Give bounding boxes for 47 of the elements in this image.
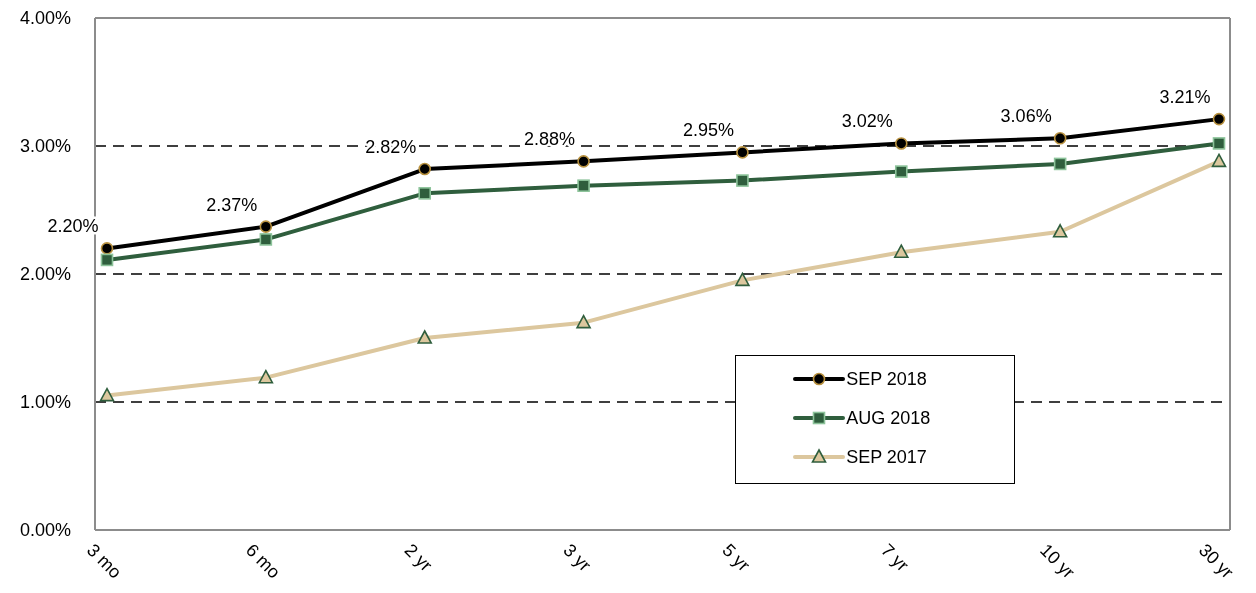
x-tick-label: 5 yr (718, 539, 754, 576)
point (1053, 157, 1067, 171)
point (894, 137, 908, 150)
x-tick-label: 6 mo (241, 539, 285, 583)
legend-label: AUG 2018 (846, 407, 931, 429)
x-tick-label: 7 yr (877, 539, 913, 576)
point (258, 369, 274, 384)
y-tick-label: 2.00% (19, 264, 71, 284)
point (259, 233, 273, 246)
point (1212, 112, 1226, 126)
legend-label: SEP 2017 (846, 446, 927, 468)
data-label: 2.88% (524, 129, 576, 150)
point (1053, 132, 1067, 145)
data-label: 2.95% (682, 120, 734, 141)
point (418, 187, 432, 200)
point (259, 220, 273, 233)
point (577, 179, 590, 192)
point (100, 242, 114, 255)
x-tick-label: 30 yr (1195, 539, 1238, 583)
point (736, 146, 749, 159)
point (893, 244, 909, 259)
point (576, 314, 591, 329)
x-tick-label: 3 mo (83, 539, 126, 583)
point (894, 165, 908, 178)
point (1211, 153, 1227, 168)
point (736, 174, 749, 187)
data-label: 3.02% (841, 111, 893, 132)
y-tick-label: 4.00% (19, 8, 71, 28)
point (417, 330, 433, 344)
point (735, 272, 750, 287)
point (99, 387, 115, 402)
x-tick-label: 2 yr (400, 539, 437, 576)
data-label: 2.37% (206, 194, 258, 215)
data-label: 2.20% (47, 216, 99, 237)
legend-label: SEP 2018 (846, 368, 927, 390)
point (577, 155, 590, 168)
point (418, 162, 432, 176)
point (1212, 137, 1226, 150)
x-tick-label: 10 yr (1036, 539, 1079, 583)
y-tick-label: 3.00% (19, 136, 71, 156)
point (1052, 223, 1068, 238)
data-label: 3.21% (1159, 87, 1211, 108)
point (100, 253, 114, 267)
y-tick-label: 0.00% (19, 520, 71, 540)
data-label: 3.06% (1000, 106, 1052, 127)
x-tick-label: 3 yr (559, 539, 596, 576)
y-tick-label: 1.00% (19, 392, 71, 412)
